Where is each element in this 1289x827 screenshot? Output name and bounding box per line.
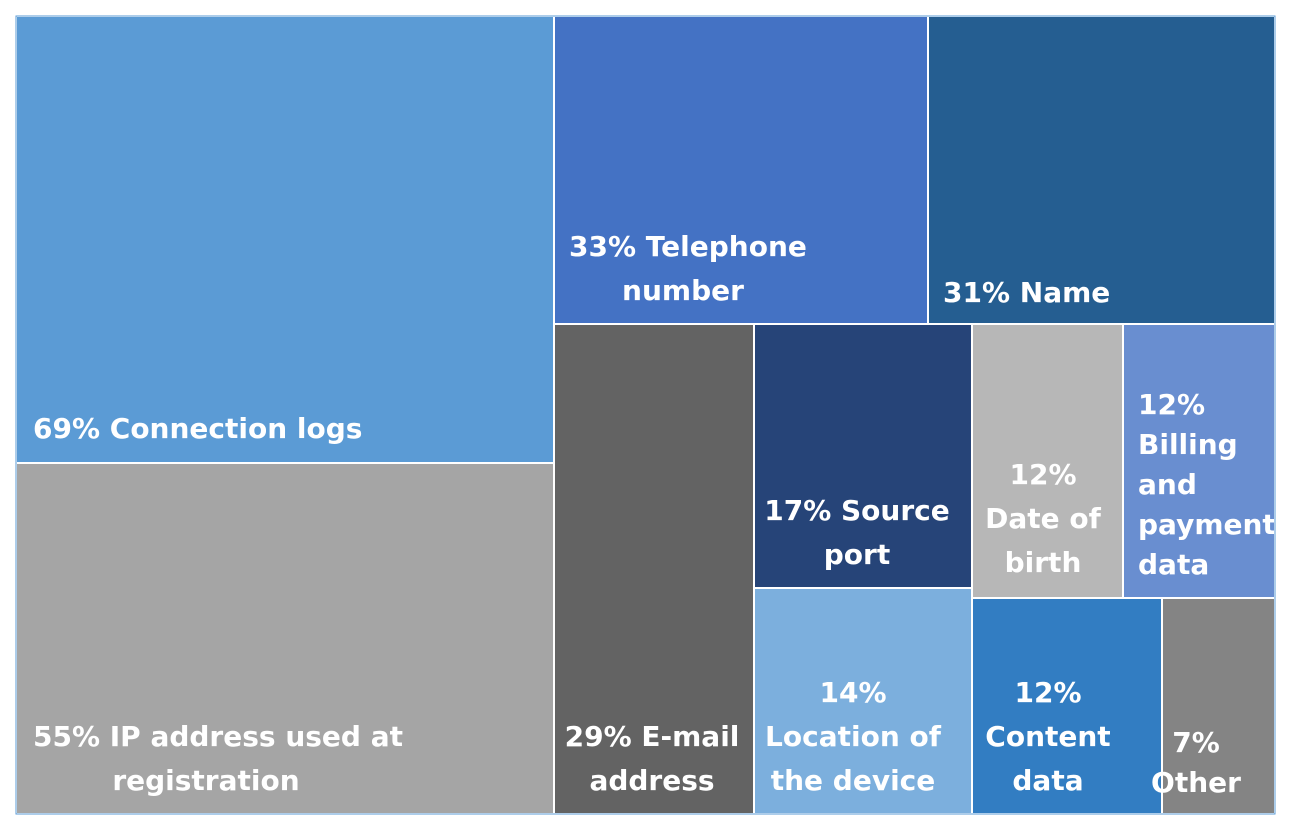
treemap-label-line: 17% Source (764, 494, 950, 527)
treemap-label-line: port (824, 538, 890, 571)
treemap-tile-content-data: 12% Content data (971, 597, 1163, 815)
treemap-label-date-of-birth: 12% Date of birth (985, 458, 1101, 579)
treemap-label-line: and (1138, 468, 1197, 501)
treemap-rect-source-port (753, 323, 973, 589)
treemap-label-other: 7% Other (1151, 726, 1241, 799)
treemap-label-billing: 12% Billing and payment data (1138, 388, 1276, 581)
treemap-label-line: 14% (819, 676, 886, 709)
treemap-label-line: 29% E-mail (565, 720, 740, 753)
treemap-label-line: 12% (1009, 458, 1076, 491)
treemap-label-source-port: 17% Source port (764, 494, 950, 571)
treemap-label-location: 14% Location of the device (765, 676, 942, 797)
treemap-label-line: Billing (1138, 428, 1238, 461)
treemap-label-line: 33% Telephone (569, 230, 807, 263)
treemap-label-line: data (1012, 764, 1083, 797)
treemap-tile-name: 31% Name (927, 15, 1276, 325)
treemap-label-name: 31% Name (943, 276, 1110, 309)
treemap-tile-other: 7% Other (1151, 597, 1276, 815)
treemap-tile-source-port: 17% Source port (753, 323, 973, 589)
treemap-label-telephone: 33% Telephone number (569, 230, 807, 307)
treemap-rect-billing (1122, 323, 1276, 599)
treemap-label-line: Other (1151, 766, 1241, 799)
treemap-label-line: 7% (1172, 726, 1220, 759)
treemap-label-line: Location of (765, 720, 942, 753)
treemap-label-line: 55% IP address used at (33, 720, 403, 753)
treemap-label-line: payment (1138, 508, 1276, 541)
treemap-label-email: 29% E-mail address (565, 720, 740, 797)
treemap-tile-ip-address: 55% IP address used at registration (15, 462, 555, 815)
treemap-tile-date-of-birth: 12% Date of birth (971, 323, 1124, 599)
treemap-rect-telephone (553, 15, 929, 325)
treemap-tile-telephone: 33% Telephone number (553, 15, 929, 325)
treemap-label-line: number (622, 274, 744, 307)
treemap-rect-content-data (971, 597, 1163, 815)
treemap-label-line: 31% Name (943, 276, 1110, 309)
treemap-label-line: 69% Connection logs (33, 412, 362, 445)
treemap-tile-connection-logs: 69% Connection logs (15, 15, 555, 464)
treemap-tile-billing: 12% Billing and payment data (1122, 323, 1276, 599)
treemap-rect-email (553, 323, 755, 815)
treemap-label-connection-logs: 69% Connection logs (33, 412, 362, 445)
treemap-rect-other (1161, 597, 1276, 815)
treemap-label-line: Date of (985, 502, 1101, 535)
treemap-rect-name (927, 15, 1276, 325)
treemap-rect-connection-logs (15, 15, 555, 464)
treemap-label-line: registration (112, 764, 299, 797)
treemap-tile-location: 14% Location of the device (753, 587, 973, 815)
treemap-label-ip-address: 55% IP address used at registration (33, 720, 403, 797)
treemap-label-line: birth (1005, 546, 1082, 579)
treemap-frame (15, 15, 1276, 815)
treemap-label-content-data: 12% Content data (985, 676, 1110, 797)
treemap-label-line: data (1138, 548, 1209, 581)
treemap-label-line: Content (985, 720, 1110, 753)
treemap-rect-ip-address (15, 462, 555, 815)
treemap-label-line: address (589, 764, 714, 797)
treemap-label-line: the device (771, 764, 936, 797)
treemap-rect-date-of-birth (971, 323, 1124, 599)
treemap-label-line: 12% (1138, 388, 1205, 421)
treemap-label-line: 12% (1014, 676, 1081, 709)
treemap-tile-email: 29% E-mail address (553, 323, 755, 815)
